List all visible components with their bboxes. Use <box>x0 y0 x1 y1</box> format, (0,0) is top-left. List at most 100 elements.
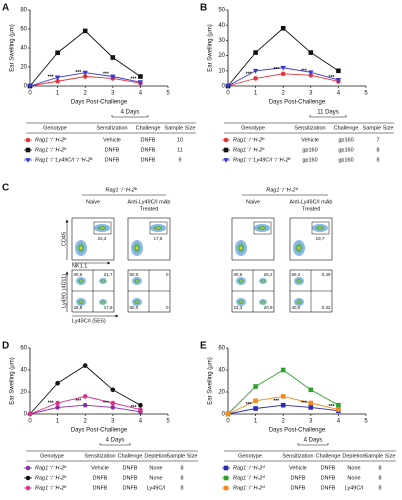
marker <box>223 475 229 481</box>
annotation: *** <box>301 69 307 75</box>
x-tick-label: 3 <box>309 419 313 425</box>
marker <box>336 68 341 74</box>
table-cell: DNFB <box>141 137 156 143</box>
panel-label: E <box>200 341 207 352</box>
density <box>260 227 264 229</box>
legend-label: Rag1⁻/⁻Ly49C/I⁻/⁻H-2ᵇ <box>35 156 93 163</box>
table-cell: Ly49C/I <box>345 485 364 491</box>
legend-label: Rag1⁻/⁻H-2ᵇ <box>233 146 264 153</box>
marker <box>223 137 229 143</box>
table-header: Challenge <box>334 125 359 131</box>
table-header: Sensitization <box>84 453 115 459</box>
marker <box>138 402 143 408</box>
x-tick-label: 0 <box>226 91 230 97</box>
marker <box>25 465 31 471</box>
marker <box>25 147 31 153</box>
bracket <box>297 443 329 446</box>
marker <box>82 70 88 76</box>
table-cell: 8 <box>378 465 381 471</box>
marker <box>253 76 258 81</box>
marker <box>82 402 88 408</box>
y-tick-label: 20 <box>218 390 225 396</box>
density <box>136 301 138 303</box>
density <box>100 227 104 229</box>
table-cell: 10 <box>177 137 183 143</box>
marker <box>308 400 314 406</box>
table-cell: DNFB <box>105 147 120 153</box>
annotation: *** <box>75 70 81 76</box>
marker <box>82 74 88 79</box>
panel-label: A <box>2 3 9 14</box>
table-cell: gp160 <box>338 137 353 143</box>
table-cell: DNFB <box>93 485 108 491</box>
table-cell: DNFB <box>105 157 120 163</box>
quadrant-value: 25,2 <box>264 272 273 277</box>
table-cell: DNFB <box>291 485 306 491</box>
marker <box>280 25 286 31</box>
table-cell: DNFB <box>123 485 138 491</box>
y-tick-label: 20 <box>20 390 27 396</box>
marker <box>110 387 116 393</box>
table-cell: None <box>347 465 360 471</box>
table-cell: 8 <box>180 475 183 481</box>
marker <box>110 400 116 406</box>
column-title: Treated <box>302 206 321 212</box>
y-axis-label: Ear Swelling (μm) <box>208 24 214 71</box>
y-tick-label: 60 <box>218 346 225 352</box>
gate <box>253 221 272 235</box>
table-cell: 8 <box>376 147 379 153</box>
x-tick-label: 2 <box>84 419 88 425</box>
marker <box>308 70 314 76</box>
table-cell: 8 <box>376 157 379 163</box>
column-title: Anti-Ly49C/I mAb <box>290 199 333 205</box>
density <box>80 301 82 303</box>
table-cell: Vehicle <box>103 137 121 143</box>
table-cell: gp160 <box>302 147 317 153</box>
x-tick-label: 4 <box>139 419 143 425</box>
column-title: Anti-Ly49C/I mAb <box>128 199 171 205</box>
x-tick-label: 5 <box>364 419 368 425</box>
gate-value: 17,6 <box>154 236 163 241</box>
annotation: *** <box>329 404 335 410</box>
table-cell: 8 <box>180 485 183 491</box>
y-tick-label: 60 <box>20 346 27 352</box>
density <box>240 280 242 282</box>
marker <box>110 74 116 80</box>
marker <box>25 485 31 491</box>
y-tick-label: 10 <box>218 68 225 74</box>
x-tick-label: 5 <box>166 419 170 425</box>
gate-value: 19,7 <box>316 236 325 241</box>
x-tick-label: 2 <box>282 91 286 97</box>
y-tick-label: 20 <box>218 53 225 59</box>
marker <box>252 68 259 74</box>
legend-label: Rag1⁻/⁻H-2ᵈ <box>233 474 265 481</box>
x-tick-label: 2 <box>282 419 286 425</box>
annotation: *** <box>103 401 109 407</box>
bracket-label: 4 Days <box>106 438 125 444</box>
density <box>80 280 82 282</box>
annotation: *** <box>273 399 279 405</box>
quadrant-value: 21,7 <box>104 272 113 277</box>
legend-label: Rag1⁻/⁻H-2ᵈ <box>233 464 265 471</box>
table-cell: gp160 <box>302 157 317 163</box>
annotation: *** <box>131 405 137 411</box>
legend-label: Rag1⁻/⁻H-2ᵇ <box>35 136 66 143</box>
column-title: Naive <box>246 199 260 205</box>
x-tick-label: 1 <box>254 419 258 425</box>
group-label: Rag1⁻/⁻H-2ᵇ <box>105 186 136 193</box>
table-cell: DNFB <box>93 475 108 481</box>
table-cell: None <box>149 475 162 481</box>
table-cell: Ly49C/I <box>147 485 166 491</box>
axis-label: NK1.1 <box>72 263 87 269</box>
table-cell: DNFB <box>141 157 156 163</box>
marker <box>55 400 60 406</box>
marker <box>223 158 229 163</box>
quadrant-value: 20,9 <box>264 305 273 310</box>
marker <box>138 74 143 79</box>
table-header: Sensitization <box>96 125 127 131</box>
annotation: *** <box>301 401 307 407</box>
table-cell: 11 <box>177 147 183 153</box>
y-axis-label: Ear Swelling (μm) <box>10 24 16 71</box>
bracket-label: 11 Days <box>317 110 339 116</box>
